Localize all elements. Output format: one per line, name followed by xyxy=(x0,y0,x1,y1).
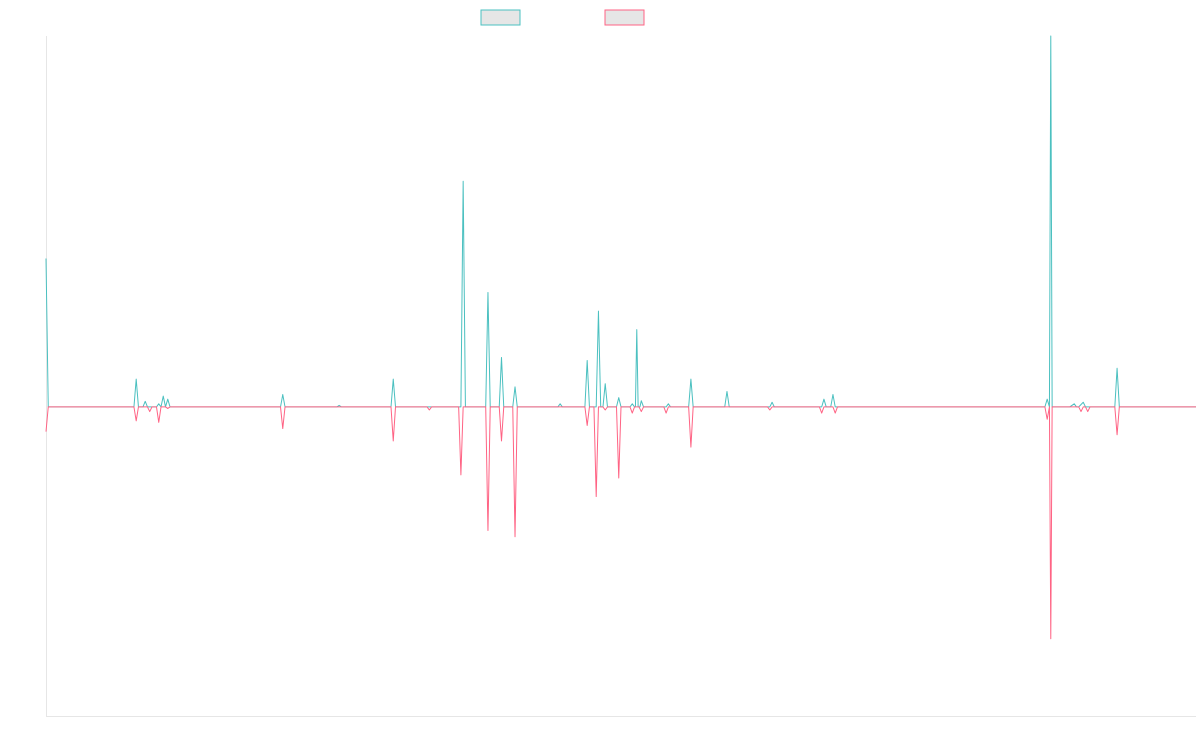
series-line-1 xyxy=(45,35,1196,408)
series-layer xyxy=(45,35,1196,640)
series-line-2 xyxy=(45,406,1196,640)
legend-swatch-series-1[interactable] xyxy=(480,9,521,26)
legend xyxy=(480,9,645,26)
legend-swatch-series-2[interactable] xyxy=(604,9,645,26)
